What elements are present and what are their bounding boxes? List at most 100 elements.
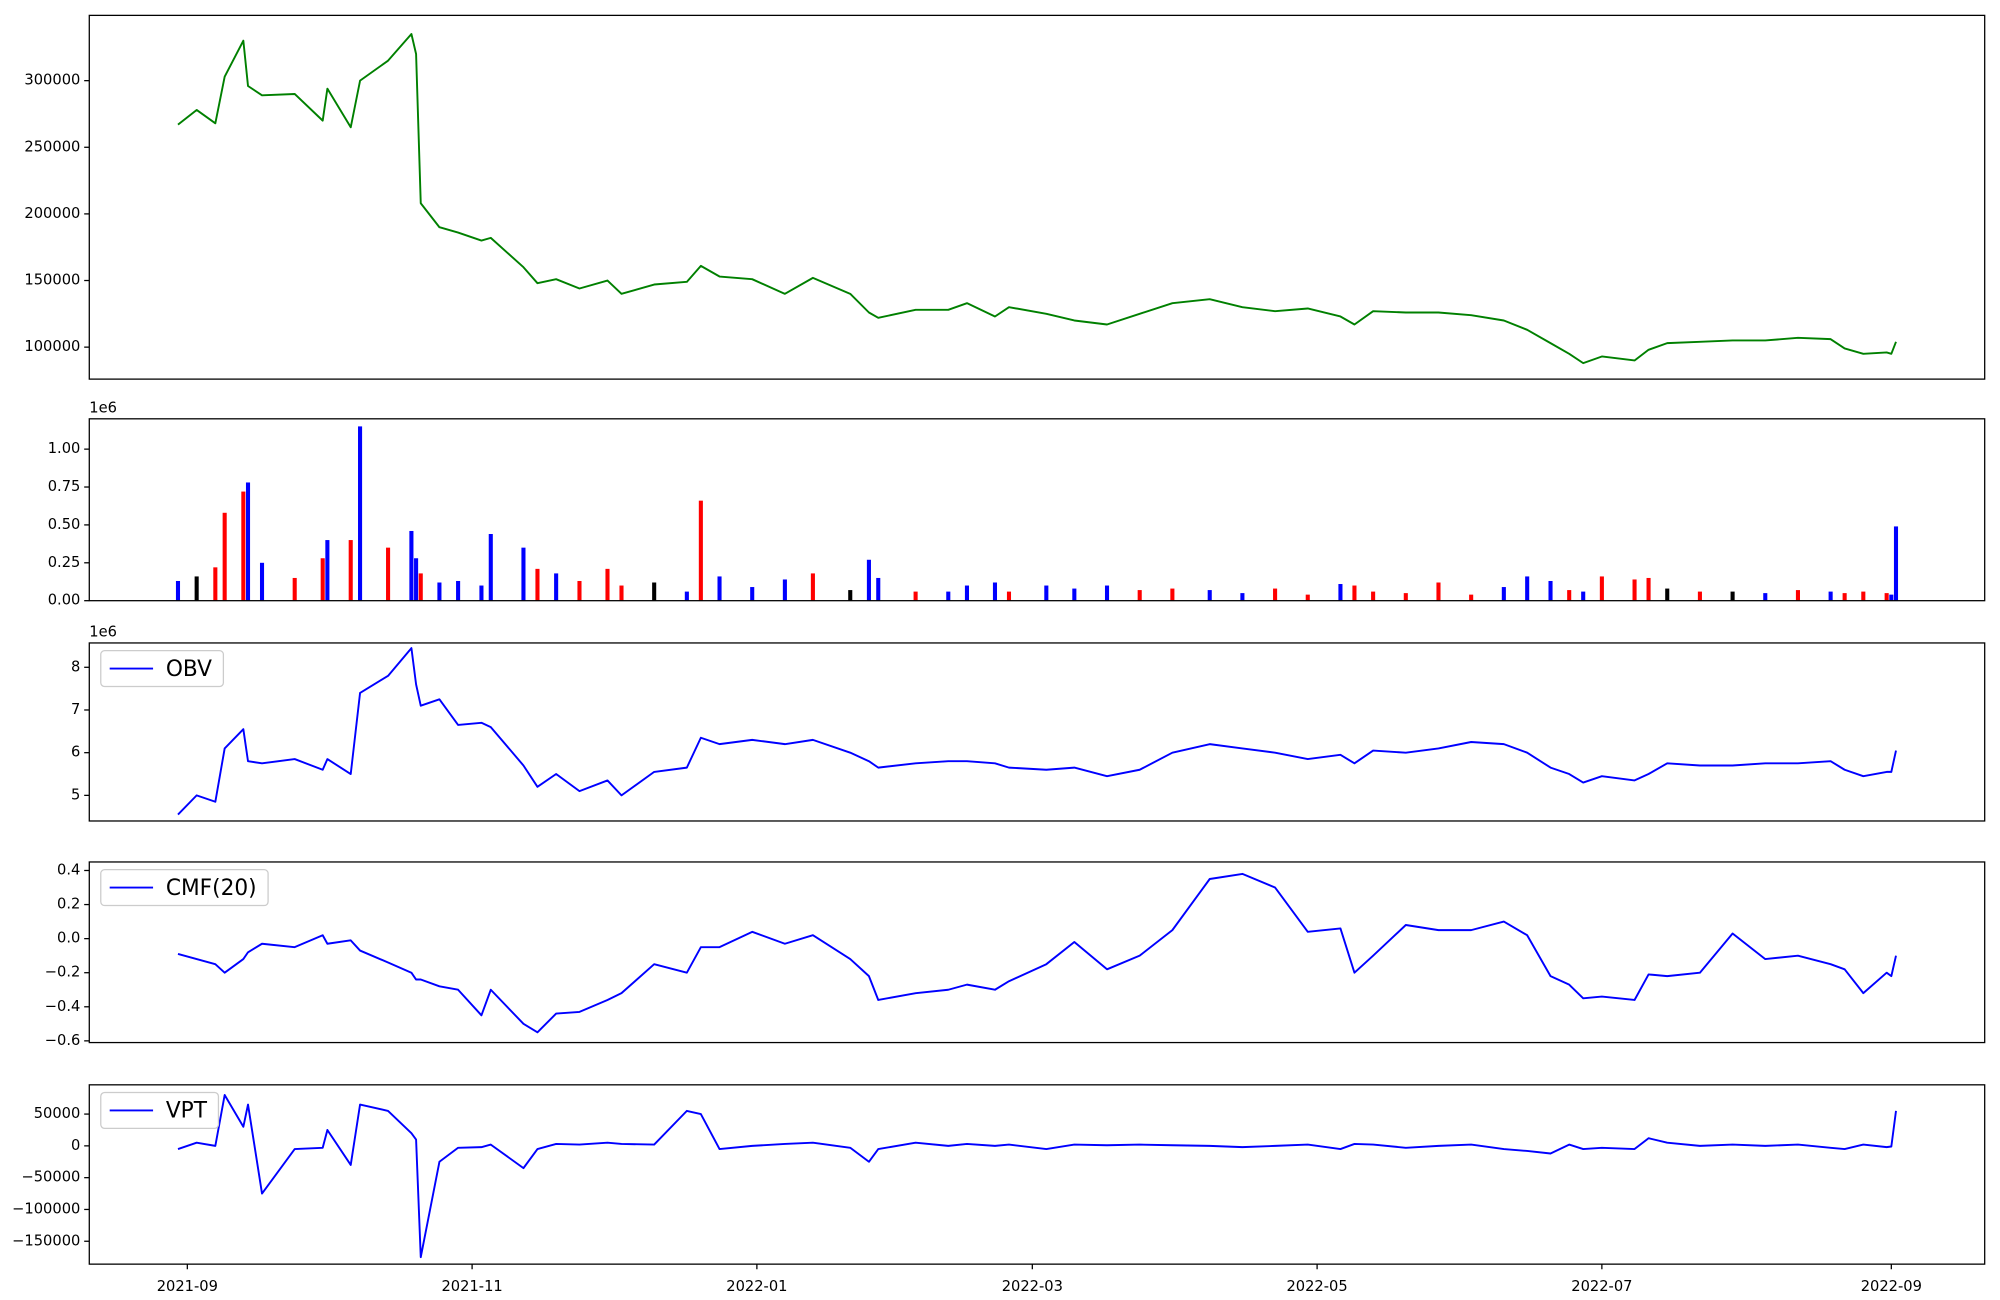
volume-bar [414, 558, 419, 601]
legend-label: CMF(20) [166, 876, 257, 901]
volume-bar [1884, 593, 1889, 601]
volume-bar [684, 591, 689, 601]
volume-bar [577, 580, 582, 601]
volume-bar [292, 577, 297, 601]
y-tick-label: 250000 [24, 138, 80, 155]
volume-bar [1646, 577, 1651, 601]
volume-bar [913, 591, 918, 601]
legend-box [100, 869, 269, 907]
volume-bar [782, 579, 787, 601]
volume-bar [1567, 590, 1572, 601]
volume-bar [194, 576, 199, 601]
volume-bar [241, 491, 246, 601]
volume-bar [1842, 593, 1847, 601]
x-tick-label: 2022-07 [1571, 1278, 1632, 1295]
series-line [177, 647, 1897, 816]
volume-bar [418, 573, 423, 601]
volume-bar [810, 573, 815, 601]
volume-bar [222, 512, 227, 601]
volume-bar [1893, 526, 1899, 601]
volume-bar [1632, 579, 1637, 601]
x-tick-label: 2022-01 [726, 1278, 787, 1295]
y-tick-label: 0 [71, 1137, 80, 1154]
volume-bar [1207, 590, 1212, 601]
series-line [177, 872, 1897, 1034]
volume-bar [1044, 585, 1049, 601]
y-tick-label: 150000 [24, 271, 80, 288]
volume-bar [1501, 587, 1506, 601]
volume-bar [1697, 591, 1702, 601]
volume-bar [1170, 588, 1175, 601]
volume-bar [386, 547, 391, 601]
volume-bar [1352, 585, 1357, 601]
volume-bar [535, 568, 540, 601]
volume-bar [866, 559, 871, 601]
y-tick-label: 6 [71, 744, 80, 761]
volume-bar [1828, 591, 1833, 601]
panel-frame [88, 861, 1986, 1044]
y-tick-label: 0.4 [57, 861, 80, 878]
volume-bar [946, 591, 951, 601]
volume-bar [1338, 584, 1343, 601]
y-tick-label: 0.2 [57, 896, 80, 913]
volume-bar [245, 482, 251, 601]
volume-bar [605, 568, 610, 601]
y-tick-label: 0.00 [48, 592, 81, 609]
volume-bar [409, 530, 414, 601]
volume-bar [619, 585, 624, 601]
volume-bar [1371, 591, 1376, 601]
volume-bar [1525, 576, 1530, 601]
volume-bar [348, 540, 353, 601]
volume-bar [698, 500, 703, 601]
volume-bar [1763, 593, 1768, 601]
volume-bar [1137, 590, 1142, 601]
y-tick-label: 0.25 [48, 554, 81, 571]
volume-bar [175, 580, 181, 601]
volume-bar [1469, 594, 1474, 601]
y-tick-label: −150000 [12, 1232, 80, 1249]
y-tick-label: 5 [71, 786, 80, 803]
volume-bar [325, 540, 330, 601]
y-tick-label: 0.0 [57, 930, 80, 947]
volume-bar [1665, 588, 1670, 601]
volume-bar [1240, 593, 1245, 601]
y-tick-label: 300000 [24, 72, 80, 89]
panel-frame [88, 14, 1986, 380]
y-tick-label: 0.50 [48, 516, 81, 533]
volume-bar [1861, 591, 1866, 601]
volume-bar [1006, 591, 1012, 601]
y-tick-label: 50000 [34, 1105, 81, 1122]
volume-bar [1599, 576, 1604, 601]
volume-bar [456, 580, 461, 601]
y-tick-label: 8 [71, 658, 80, 675]
volume-bar [1104, 585, 1110, 601]
legend-box [100, 650, 225, 688]
volume-bar [479, 585, 484, 601]
legend-label: VPT [166, 1099, 208, 1124]
x-tick-label: 2021-11 [441, 1278, 502, 1295]
panel-frame [88, 1084, 1986, 1265]
x-tick-label: 2022-09 [1861, 1278, 1922, 1295]
legend-box [100, 1091, 220, 1130]
y-tick-label: 1.00 [48, 440, 81, 457]
volume-bar [1403, 593, 1408, 601]
y-tick-label: 200000 [24, 205, 80, 222]
volume-bar [1305, 594, 1310, 601]
panel-frame [88, 418, 1986, 602]
y-tick-label: −0.2 [45, 964, 81, 981]
volume-bar [1436, 582, 1441, 601]
volume-bar [437, 582, 442, 601]
volume-bar [1730, 591, 1735, 601]
volume-bar [213, 567, 218, 601]
volume-bar [848, 590, 853, 601]
y-tick-label: −100000 [12, 1200, 80, 1217]
volume-bar [964, 585, 970, 601]
y-tick-label: 7 [71, 701, 80, 718]
volume-bar [1795, 590, 1800, 601]
volume-bar [1581, 591, 1586, 601]
volume-bar [358, 426, 363, 601]
y-tick-label: −0.4 [45, 998, 81, 1015]
x-tick-label: 2022-03 [1002, 1278, 1063, 1295]
volume-bar [1072, 588, 1077, 601]
